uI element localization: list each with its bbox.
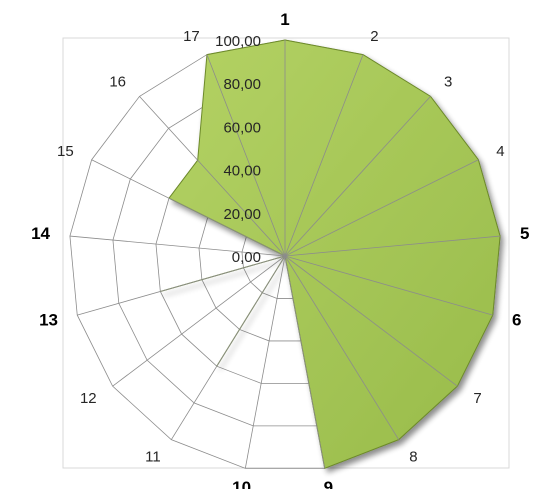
category-label-11: 11	[145, 449, 161, 466]
spoke-13	[77, 255, 286, 316]
spoke-5	[284, 235, 501, 257]
spoke-12	[112, 255, 286, 387]
category-label-2: 2	[370, 28, 378, 45]
radial-tick-label: 100,00	[215, 33, 261, 50]
category-label-13: 13	[39, 311, 58, 330]
category-label-1: 1	[280, 10, 289, 29]
spoke-layer	[69, 40, 501, 469]
spoke-7	[284, 255, 458, 387]
radial-tick-label: 20,00	[223, 206, 261, 223]
category-label-6: 6	[512, 311, 521, 330]
spoke-4	[284, 159, 479, 257]
category-label-17: 17	[183, 28, 200, 45]
radial-tick-label: 80,00	[223, 76, 261, 93]
category-label-9: 9	[324, 478, 333, 489]
spoke-15	[91, 159, 286, 257]
spoke-10	[244, 255, 286, 469]
radial-tick-label: 40,00	[223, 163, 261, 180]
category-label-15: 15	[57, 143, 74, 160]
spoke-3	[284, 96, 431, 257]
spoke-8	[284, 255, 400, 440]
category-label-7: 7	[473, 390, 481, 407]
category-label-10: 10	[232, 478, 251, 489]
category-label-12: 12	[80, 390, 97, 407]
category-label-3: 3	[444, 74, 452, 91]
category-label-14: 14	[31, 224, 50, 243]
spoke-2	[284, 54, 364, 257]
radial-tick-label: 0,00	[232, 249, 261, 266]
spoke-11	[170, 255, 286, 440]
radial-tick-label: 60,00	[223, 119, 261, 136]
spoke-6	[284, 255, 493, 316]
category-label-5: 5	[520, 224, 529, 243]
spoke-14	[69, 235, 286, 257]
radial-tick-labels: 0,00 20,00 40,00 60,00 80,00 100,00	[215, 33, 261, 266]
spoke-9	[284, 255, 326, 469]
category-label-4: 4	[496, 143, 504, 160]
category-label-8: 8	[409, 449, 417, 466]
spoke-17	[206, 54, 286, 257]
category-label-16: 16	[109, 74, 126, 91]
spoke-16	[139, 96, 286, 257]
